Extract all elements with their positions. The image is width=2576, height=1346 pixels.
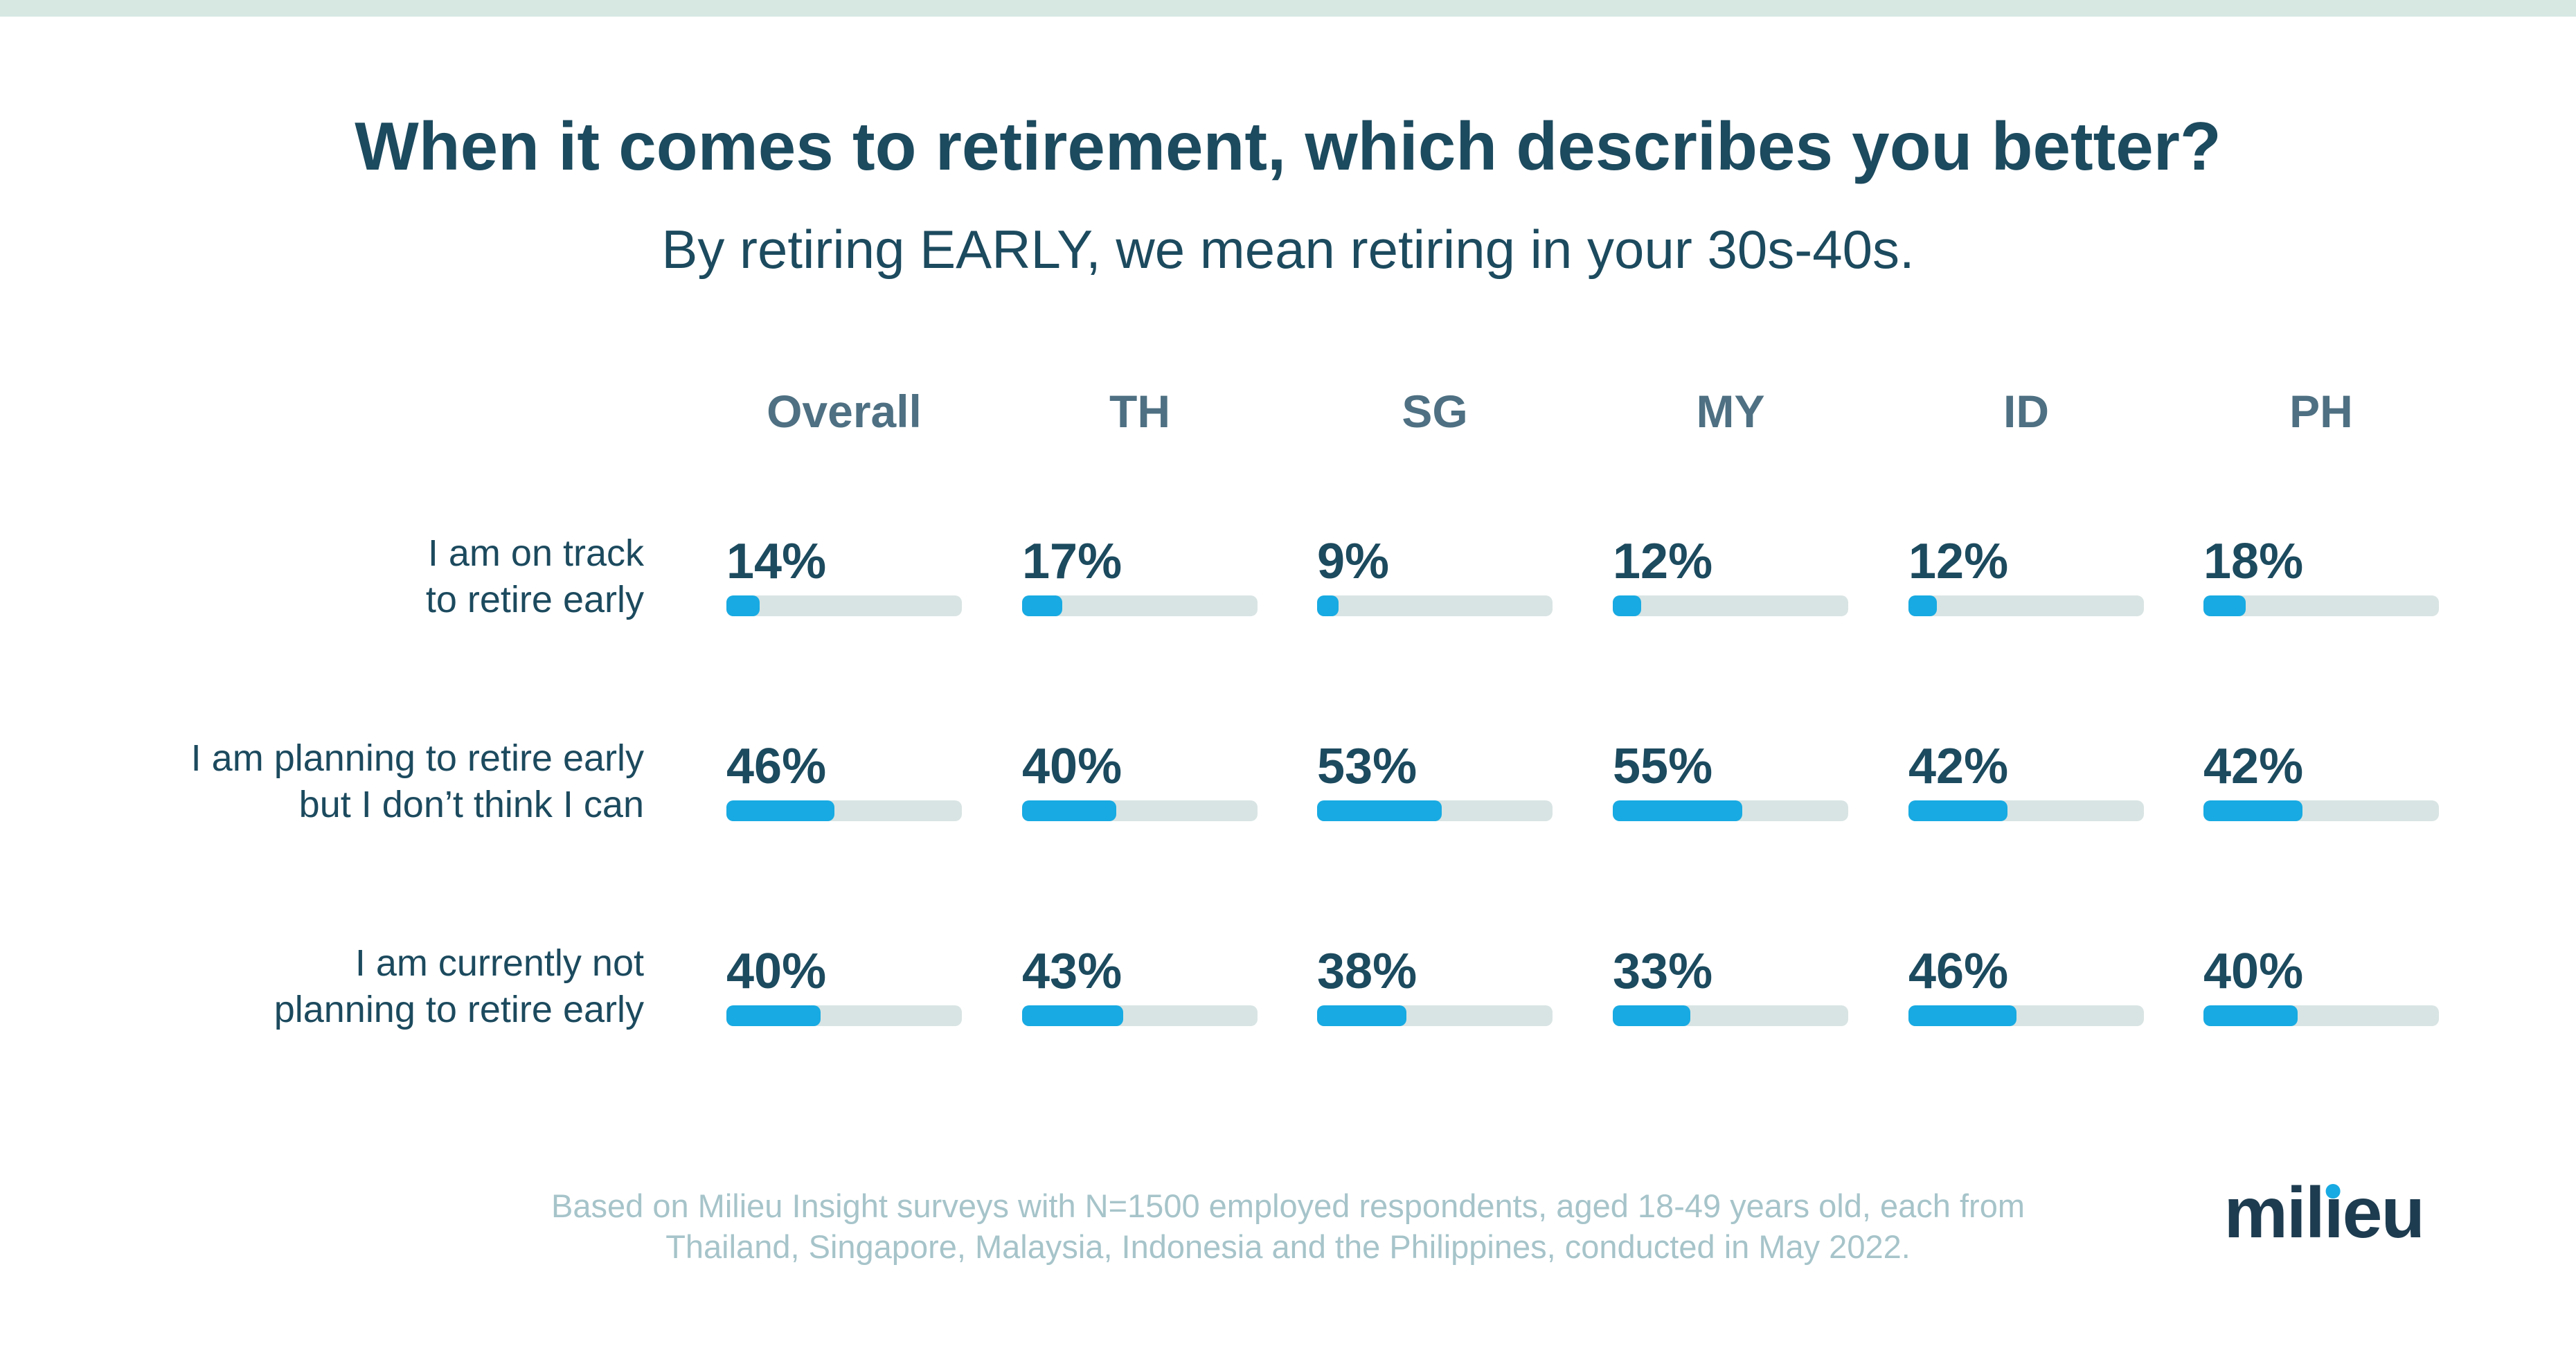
value-label: 40% xyxy=(2203,944,2304,999)
bar-fill xyxy=(1022,800,1116,821)
column-header-sg: SG xyxy=(1402,386,1468,437)
bar-cell: 14% xyxy=(726,537,962,616)
column-header-overall: Overall xyxy=(767,386,922,437)
bar-cell: 17% xyxy=(1022,537,1258,616)
row-label-line: I am planning to retire early xyxy=(190,737,644,779)
bar-fill xyxy=(1317,800,1442,821)
bar-track xyxy=(2203,595,2439,616)
row-label-line: planning to retire early xyxy=(274,988,644,1030)
column-header-my: MY xyxy=(1696,386,1765,437)
bar-track xyxy=(1908,1005,2144,1026)
logo-text-suffix: eu xyxy=(2342,1173,2425,1253)
bar-fill xyxy=(1613,1005,1691,1026)
bar-cell: 42% xyxy=(1908,742,2144,821)
bar-fill xyxy=(726,595,760,616)
bar-cell: 40% xyxy=(2203,946,2439,1026)
column-header-ph: PH xyxy=(2289,386,2353,437)
row-label-planning: I am planning to retire early but I don’… xyxy=(191,735,644,828)
bar-fill xyxy=(1317,595,1339,616)
bar-track xyxy=(2203,800,2439,821)
top-accent-bar xyxy=(0,0,2576,17)
row-label-on-track: I am on track to retire early xyxy=(426,530,644,623)
bar-track xyxy=(1908,800,2144,821)
bar-track xyxy=(1022,800,1258,821)
page-title: When it comes to retirement, which descr… xyxy=(355,108,2221,184)
bar-fill xyxy=(1613,595,1641,616)
source-note-line: Based on Milieu Insight surveys with N=1… xyxy=(551,1187,2025,1224)
bar-track xyxy=(1613,1005,1848,1026)
value-label: 46% xyxy=(1908,944,2009,999)
bar-fill xyxy=(1908,1005,2017,1026)
value-label: 42% xyxy=(1908,739,2009,794)
bar-cell: 55% xyxy=(1613,742,1848,821)
bar-fill xyxy=(1908,800,2007,821)
bar-cell: 9% xyxy=(1317,537,1553,616)
bar-cell: 12% xyxy=(1908,537,2144,616)
milieu-logo: milı eu xyxy=(2224,1177,2425,1249)
logo-text-prefix: mil xyxy=(2224,1173,2325,1253)
logo-dotted-i: ı xyxy=(2324,1177,2344,1249)
bar-track xyxy=(1022,1005,1258,1026)
bar-track xyxy=(1022,595,1258,616)
value-label: 55% xyxy=(1613,739,1713,794)
value-label: 9% xyxy=(1317,534,1390,589)
row-label-line: to retire early xyxy=(425,578,644,620)
bar-cell: 53% xyxy=(1317,742,1553,821)
bar-cell: 18% xyxy=(2203,537,2439,616)
row-label-line: but I don’t think I can xyxy=(298,783,644,825)
bar-fill xyxy=(1022,595,1062,616)
bar-fill xyxy=(1613,800,1742,821)
bar-fill xyxy=(1908,595,1937,616)
column-header-th: TH xyxy=(1109,386,1170,437)
bar-track xyxy=(2203,1005,2439,1026)
value-label: 38% xyxy=(1317,944,1417,999)
bar-track xyxy=(1613,800,1848,821)
bar-fill xyxy=(1317,1005,1407,1026)
bar-track xyxy=(1317,800,1553,821)
bar-cell: 38% xyxy=(1317,946,1553,1026)
bar-cell: 46% xyxy=(1908,946,2144,1026)
value-label: 17% xyxy=(1022,534,1122,589)
bar-fill xyxy=(2203,1005,2298,1026)
column-header-id: ID xyxy=(2003,386,2049,437)
value-label: 12% xyxy=(1613,534,1713,589)
value-label: 14% xyxy=(726,534,827,589)
bar-fill xyxy=(726,1005,821,1026)
bar-fill xyxy=(2203,800,2302,821)
value-label: 18% xyxy=(2203,534,2304,589)
row-label-line: I am currently not xyxy=(355,942,644,984)
bar-track xyxy=(1317,1005,1553,1026)
bar-track xyxy=(1317,595,1553,616)
value-label: 46% xyxy=(726,739,827,794)
bar-track xyxy=(726,1005,962,1026)
logo-blue-dot-icon xyxy=(2325,1184,2341,1199)
bar-track xyxy=(1908,595,2144,616)
bar-cell: 42% xyxy=(2203,742,2439,821)
bar-fill xyxy=(726,800,835,821)
value-label: 40% xyxy=(726,944,827,999)
bar-track xyxy=(726,800,962,821)
bar-cell: 33% xyxy=(1613,946,1848,1026)
source-note: Based on Milieu Insight surveys with N=1… xyxy=(0,1185,2576,1267)
value-label: 43% xyxy=(1022,944,1122,999)
bar-cell: 40% xyxy=(1022,742,1258,821)
bar-track xyxy=(1613,595,1848,616)
row-label-not-planning: I am currently not planning to retire ea… xyxy=(274,940,644,1033)
bar-fill xyxy=(1022,1005,1124,1026)
bar-cell: 46% xyxy=(726,742,962,821)
bar-fill xyxy=(2203,595,2246,616)
value-label: 12% xyxy=(1908,534,2009,589)
bar-cell: 40% xyxy=(726,946,962,1026)
row-label-line: I am on track xyxy=(427,532,644,574)
value-label: 53% xyxy=(1317,739,1417,794)
bar-track xyxy=(726,595,962,616)
value-label: 42% xyxy=(2203,739,2304,794)
value-label: 40% xyxy=(1022,739,1122,794)
bar-cell: 43% xyxy=(1022,946,1258,1026)
page-subtitle: By retiring EARLY, we mean retiring in y… xyxy=(661,219,1915,280)
value-label: 33% xyxy=(1613,944,1713,999)
source-note-line: Thailand, Singapore, Malaysia, Indonesia… xyxy=(665,1228,1911,1266)
bar-cell: 12% xyxy=(1613,537,1848,616)
